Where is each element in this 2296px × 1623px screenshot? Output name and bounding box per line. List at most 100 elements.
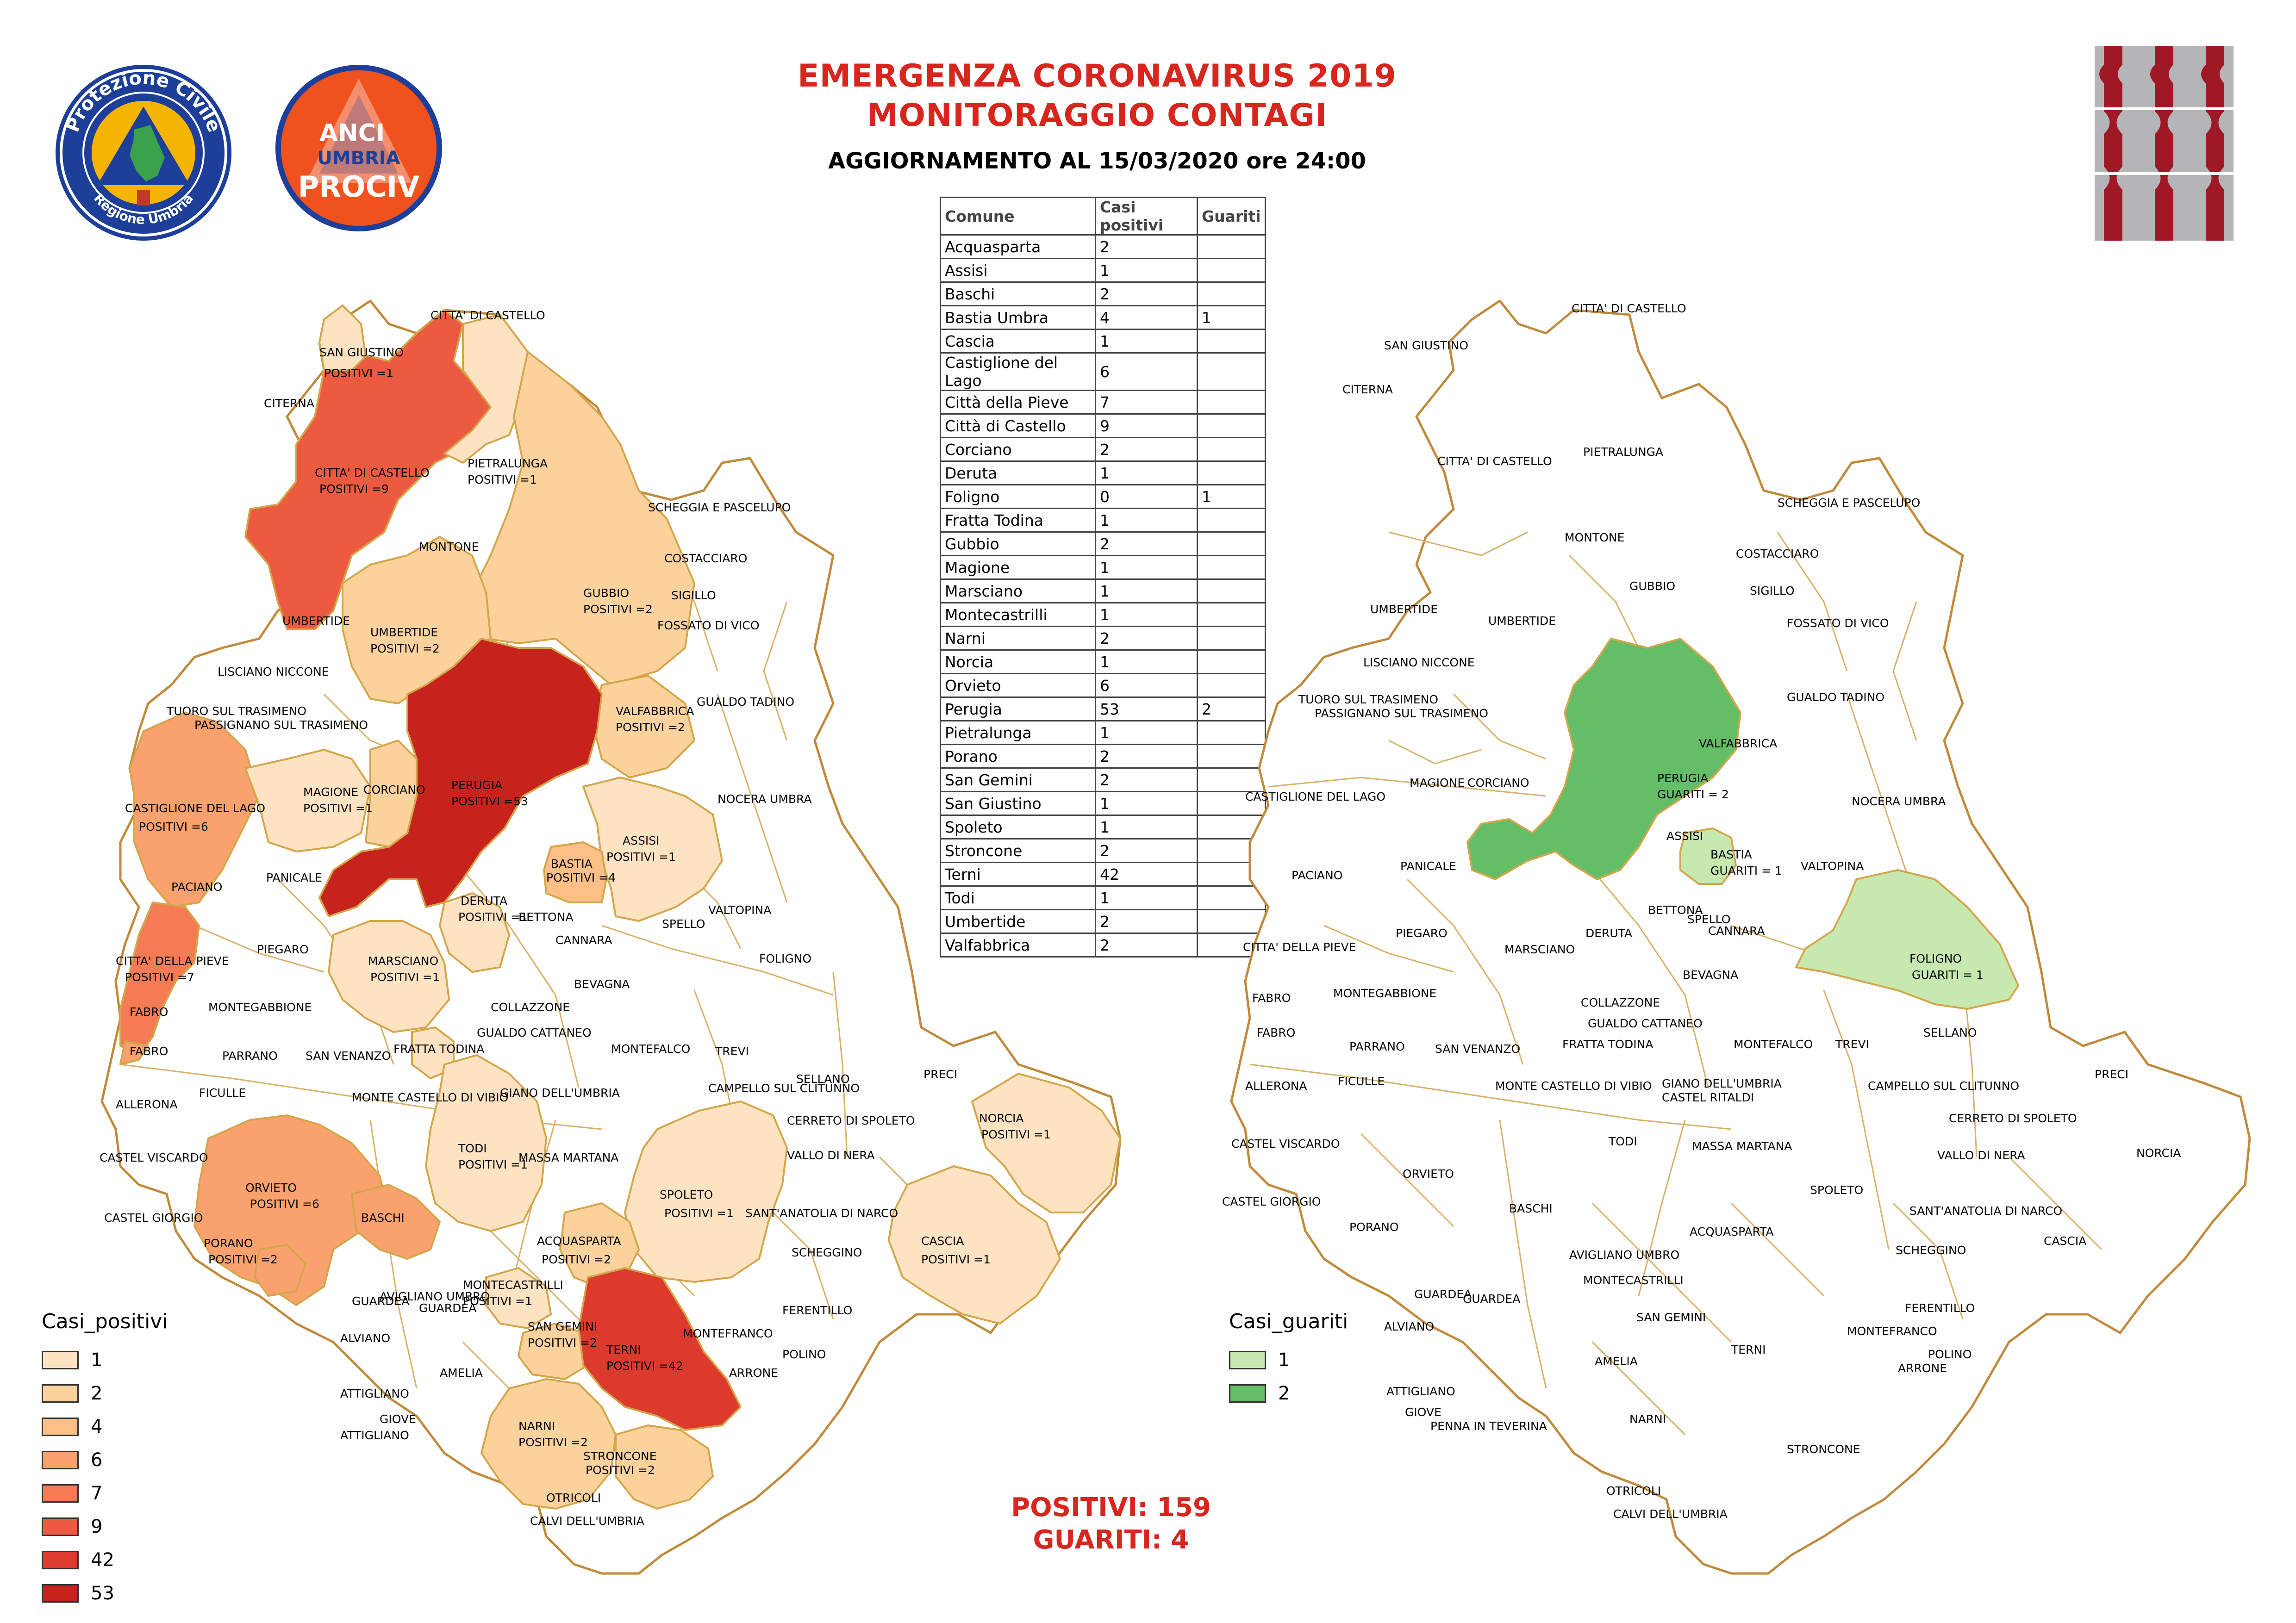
total-guariti: GUARITI: 4 bbox=[1033, 1525, 1189, 1555]
map-label: ATTIGLIANO bbox=[340, 1387, 409, 1400]
map-label: PERUGIA bbox=[1657, 771, 1708, 785]
legend-swatch bbox=[1229, 1351, 1266, 1369]
cell-comune: San Giustino bbox=[940, 791, 1096, 816]
legend-label: 53 bbox=[91, 1583, 114, 1604]
map-label: MONTEFALCO bbox=[611, 1042, 690, 1056]
table-row: Perugia 53 2 bbox=[940, 696, 1266, 721]
map-label: POSITIVI =9 bbox=[319, 482, 389, 496]
map-label: BASTIA bbox=[1710, 848, 1752, 861]
map-label: CANNARA bbox=[555, 933, 612, 947]
map-label: MONTONE bbox=[1565, 531, 1624, 544]
cell-casi-positivi: 2 bbox=[1095, 531, 1198, 556]
cell-casi-positivi: 1 bbox=[1095, 885, 1198, 910]
map-label: SCHEGGIA E PASCELUPO bbox=[648, 501, 791, 514]
cell-guariti: 2 bbox=[1197, 696, 1266, 721]
cell-guariti bbox=[1197, 602, 1266, 627]
map-label: CASTEL GIORGIO bbox=[1222, 1195, 1321, 1208]
region-montecastrilli bbox=[485, 1267, 552, 1329]
region-fabro-strip bbox=[119, 1040, 149, 1065]
legend-item: 2 bbox=[1229, 1377, 1348, 1410]
map-label: SAN GEMINI bbox=[528, 1320, 597, 1333]
map-label: SPELLO bbox=[1687, 913, 1730, 926]
cell-guariti bbox=[1197, 329, 1266, 354]
map-label: ORVIETO bbox=[1403, 1167, 1454, 1181]
legend-swatch bbox=[42, 1418, 79, 1436]
map-label: UMBERTIDE bbox=[370, 626, 438, 639]
map-label: SANT'ANATOLIA DI NARCO bbox=[745, 1206, 898, 1220]
map-label: GIANO DELL'UMBRIA bbox=[1662, 1077, 1782, 1090]
cell-guariti bbox=[1197, 437, 1266, 462]
region-porano bbox=[254, 1244, 306, 1297]
map-label: DERUTA bbox=[461, 894, 507, 908]
cell-casi-positivi: 1 bbox=[1095, 720, 1198, 745]
region-todi bbox=[425, 1054, 547, 1232]
map-label: ALVIANO bbox=[1384, 1320, 1434, 1333]
map-label: PORANO bbox=[1349, 1220, 1399, 1234]
map-label: CASTIGLIONE DEL LAGO bbox=[125, 802, 265, 815]
map-label: LISCIANO NICCONE bbox=[218, 665, 329, 678]
map-label: FABRO bbox=[1257, 1026, 1295, 1039]
map-label: MONTE CASTELLO DI VIBIO bbox=[1495, 1079, 1652, 1093]
map-label: CITTA' DI CASTELLO bbox=[1572, 302, 1686, 315]
table-row: San Gemini 2 bbox=[940, 767, 1266, 792]
map-label: ATTIGLIANO bbox=[340, 1429, 409, 1442]
cell-casi-positivi: 6 bbox=[1095, 352, 1198, 391]
map-label: MONTEFRANCO bbox=[1847, 1325, 1937, 1338]
map-label: POSITIVI =2 bbox=[208, 1253, 278, 1266]
table-row: Assisi 1 bbox=[940, 258, 1266, 283]
cell-casi-positivi: 2 bbox=[1095, 626, 1198, 651]
map-label: CASTEL VISCARDO bbox=[1231, 1137, 1340, 1150]
region-citta-della-pieve bbox=[119, 902, 200, 1056]
anci-text: ANCI bbox=[319, 119, 385, 147]
map-label: FOLIGNO bbox=[1909, 952, 1962, 965]
cell-casi-positivi: 1 bbox=[1095, 815, 1198, 839]
map-label: CANNARA bbox=[1708, 924, 1765, 938]
cell-comune: Baschi bbox=[940, 281, 1096, 306]
map-label: CITTA' DELLA PIEVE bbox=[116, 954, 229, 968]
cases-table: Comune Casi positivi Guariti Acquasparta… bbox=[940, 197, 1266, 958]
table-row: Corciano 2 bbox=[940, 437, 1266, 462]
table-row: Città di Castello 9 bbox=[940, 413, 1266, 438]
cell-guariti bbox=[1197, 258, 1266, 283]
map-casi-positivi: CITTA' DI CASTELLO SAN GIUSTINO POSITIVI =… bbox=[100, 299, 1122, 1575]
map-label: FABRO bbox=[1252, 991, 1291, 1005]
map-label: NORCIA bbox=[979, 1112, 1023, 1125]
umbria-outline bbox=[1230, 299, 2251, 1575]
map-label: MARSCIANO bbox=[368, 954, 438, 968]
cell-casi-positivi: 1 bbox=[1095, 460, 1198, 485]
region-castiglione-del-lago bbox=[129, 712, 260, 908]
map-label: PASSIGNANO SUL TRASIMENO bbox=[194, 718, 368, 732]
legend-label: 1 bbox=[1278, 1349, 1290, 1371]
map-label: GUARITI = 1 bbox=[1912, 968, 1984, 982]
map-label: VALFABBRICA bbox=[1699, 737, 1777, 750]
legend-swatch bbox=[42, 1384, 79, 1403]
legend-swatch bbox=[42, 1551, 79, 1569]
table-row: Norcia 1 bbox=[940, 649, 1266, 674]
map-label: GUARITI = 2 bbox=[1657, 788, 1729, 801]
map-label: CORCIANO bbox=[1467, 776, 1529, 790]
table-row: Fratta Todina 1 bbox=[940, 508, 1266, 533]
cell-guariti bbox=[1197, 673, 1266, 698]
cell-comune: Magione bbox=[940, 555, 1096, 580]
map-label: ORVIETO bbox=[245, 1181, 297, 1194]
map-label: ALLERONA bbox=[1245, 1079, 1307, 1093]
table-row: Orvieto 6 bbox=[940, 673, 1266, 698]
map-label: NORCIA bbox=[2136, 1146, 2181, 1160]
legend-label: 7 bbox=[91, 1483, 103, 1504]
map-label: AVIGLIANO UMBRO bbox=[1569, 1248, 1679, 1262]
map-label: PIEGARO bbox=[1396, 927, 1447, 940]
cell-comune: Foligno bbox=[940, 484, 1096, 509]
map-label: BETTONA bbox=[1648, 903, 1703, 917]
map-label: NARNI bbox=[1629, 1412, 1666, 1426]
cell-guariti bbox=[1197, 390, 1266, 415]
map-label: TODI bbox=[458, 1142, 487, 1155]
map-label: PRECI bbox=[2095, 1068, 2128, 1081]
cell-comune: Bastia Umbra bbox=[940, 305, 1096, 330]
title-line-1: EMERGENZA CORONAVIRUS 2019 bbox=[798, 58, 1397, 94]
cell-guariti bbox=[1197, 352, 1266, 391]
map-label: CAMPELLO SUL CLITUNNO bbox=[1868, 1079, 2019, 1093]
map-label: CITTA' DI CASTELLO bbox=[315, 466, 430, 479]
map-label: ARRONE bbox=[729, 1366, 778, 1380]
legend-swatch bbox=[42, 1484, 79, 1503]
region-san-giustino bbox=[318, 305, 367, 371]
